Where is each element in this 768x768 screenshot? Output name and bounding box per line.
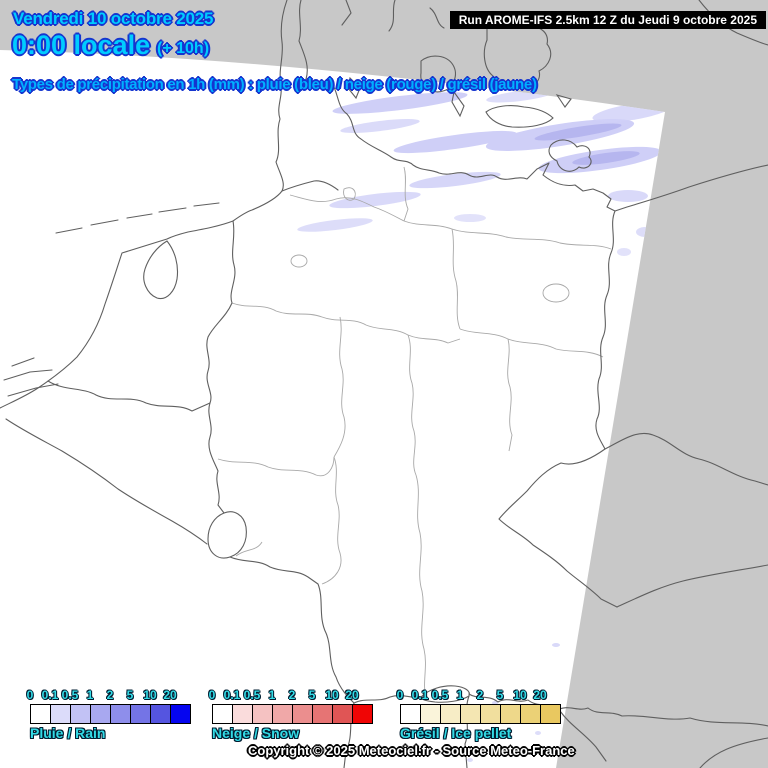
legend-tick: 10 [513,688,527,702]
legend-swatch [540,704,561,724]
legend-ice-pellet-label: Grésil / Ice pellet [400,725,512,741]
legend-snow-label: Neige / Snow [212,725,300,741]
legend-tick: 0.1 [41,688,59,702]
legend-swatch [460,704,481,724]
legend-tick: 0 [26,688,34,702]
legend-swatch [30,704,51,724]
rain-precipitation-layer [297,89,665,762]
legend-swatch [150,704,171,724]
legend-tick: 5 [496,688,504,702]
legend-swatch [130,704,151,724]
legend-swatch [500,704,521,724]
legend-rain: 0 0.1 0.5 1 2 5 10 20 Pluie / Rain [27,687,191,743]
legend-tick: 2 [476,688,484,702]
legend-swatch [232,704,253,724]
legend-swatch [352,704,373,724]
forecast-local-time: 0:00 locale [12,30,151,60]
legend-swatch [90,704,111,724]
legend-tick: 0.1 [411,688,429,702]
legend-tick: 10 [325,688,339,702]
legend-swatch [70,704,91,724]
legend-swatch [440,704,461,724]
legend-swatch [252,704,273,724]
legend-swatch [400,704,421,724]
legend-swatch [292,704,313,724]
legend-snow-swatches [212,704,373,724]
legend-tick: 20 [345,688,359,702]
model-run-label: Run AROME-IFS 2.5km 12 Z du Jeudi 9 octo… [449,11,766,29]
copyright-notice: Copyright © 2025 Meteociel.fr - Source M… [248,743,575,758]
legend-swatch [420,704,441,724]
legend-swatch [312,704,333,724]
legend-tick: 5 [126,688,134,702]
legend-snow: 0 0.1 0.5 1 2 5 10 20 Neige / Snow [209,687,373,743]
legend-tick: 10 [143,688,157,702]
map-subtitle: Types de précipitation en 1h (mm) : plui… [12,76,537,93]
legend-swatch [520,704,541,724]
legend-rain-ticks: 0 0.1 0.5 1 2 5 10 20 [27,687,191,703]
legend-tick: 1 [86,688,94,702]
legend-tick: 2 [106,688,114,702]
legend-snow-ticks: 0 0.1 0.5 1 2 5 10 20 [209,687,373,703]
model-domain-area [0,50,665,768]
legend-tick: 20 [533,688,547,702]
legend-tick: 0.1 [223,688,241,702]
legend-swatch [170,704,191,724]
legend-rain-label: Pluie / Rain [30,725,106,741]
legend-tick: 1 [456,688,464,702]
legend-tick: 0.5 [61,688,79,702]
legend-ice-pellet-swatches [400,704,561,724]
legend-tick: 0 [208,688,216,702]
legend-ice-pellet-ticks: 0 0.1 0.5 1 2 5 10 20 [397,687,561,703]
legend-tick: 20 [163,688,177,702]
legend-swatch [480,704,501,724]
legend-tick: 5 [308,688,316,702]
legend-tick: 0.5 [243,688,261,702]
legend-tick: 2 [288,688,296,702]
legend-swatch [50,704,71,724]
legend-tick: 0.5 [431,688,449,702]
legend-swatch [332,704,353,724]
legend-tick: 0 [396,688,404,702]
state-borders-layer [217,166,612,698]
legend-ice-pellet: 0 0.1 0.5 1 2 5 10 20 Grésil / Ice pellet [397,687,561,743]
legend-swatch [110,704,131,724]
legend-tick: 1 [268,688,276,702]
legend-swatch [272,704,293,724]
legend-swatch [212,704,233,724]
forecast-date: Vendredi 10 octobre 2025 [13,9,214,28]
forecast-hour-offset: (+ 10h) [157,40,210,57]
legend-rain-swatches [30,704,191,724]
